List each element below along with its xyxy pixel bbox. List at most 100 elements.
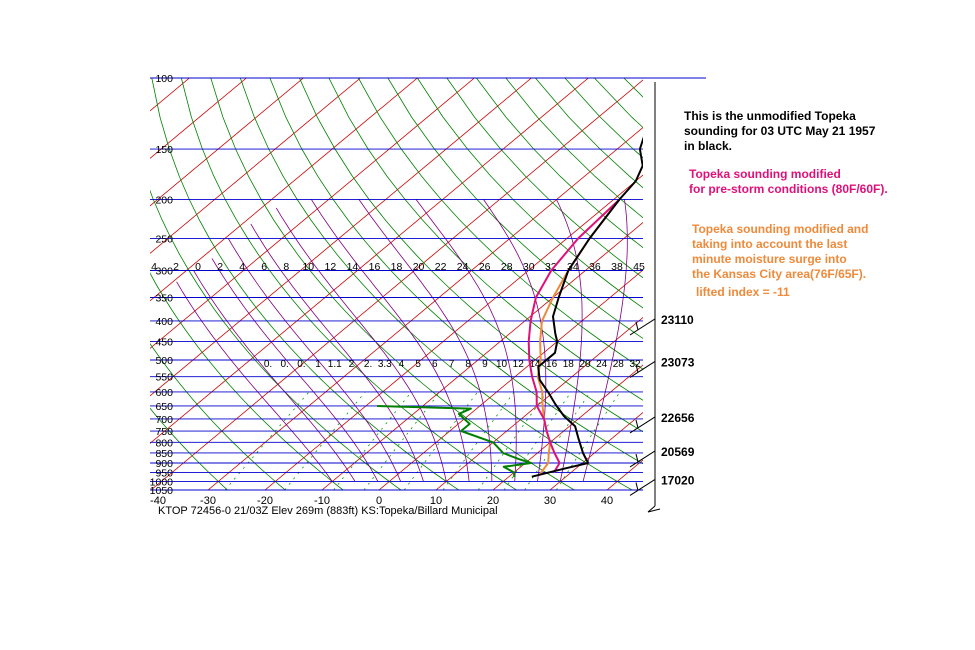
top-scale-label: 26 — [479, 261, 491, 273]
temperature-tick-label: -20 — [257, 495, 273, 507]
temperature-tick-label: 10 — [430, 495, 442, 507]
top-scale-label: 22 — [435, 261, 447, 273]
dry-adiabat-line — [417, 78, 643, 309]
pre-storm-note: Topeka sounding modified for pre-storm c… — [689, 167, 919, 197]
mixing-ratio-label: 14 — [529, 359, 541, 370]
mixing-ratio-label: 3.3 — [378, 359, 392, 370]
wind-barb — [629, 318, 656, 336]
height-label: 23110 — [661, 313, 694, 327]
dry-adiabat-line — [150, 189, 402, 490]
temperature-tick-label: -10 — [314, 495, 330, 507]
mixing-ratio-label: 9 — [482, 359, 488, 370]
mixing-ratio-label: 24 — [596, 359, 608, 370]
dry-adiabat-line — [151, 78, 459, 490]
mixing-ratio-line — [333, 391, 412, 490]
dewpoint-trace — [377, 405, 533, 478]
pre-storm-note-line: Topeka sounding modified — [689, 167, 841, 181]
isotherm-line — [378, 269, 643, 490]
top-scale-label: 2 — [173, 261, 179, 273]
unmodified-note-line: sounding for 03 UTC May 21 1957 — [684, 124, 876, 138]
dry-adiabat-line — [239, 78, 633, 490]
mixing-ratio-label: 2 — [349, 359, 355, 370]
dry-adiabat-line — [358, 78, 643, 370]
isotherm-line — [150, 78, 304, 207]
temperature-tick-label: -40 — [150, 495, 166, 507]
mixing-ratio-label: 16 — [546, 359, 558, 370]
unmodified-note: This is the unmodified Topeka sounding f… — [684, 109, 914, 154]
top-scale-label: 36 — [589, 261, 601, 273]
mixing-ratio-label: 10 — [496, 359, 508, 370]
temperature-tick-label: 20 — [487, 495, 499, 507]
top-scale-label: 2 — [217, 261, 223, 273]
lifted-index-label: lifted index = -11 — [696, 285, 790, 299]
dry-adiabat-line — [328, 78, 643, 401]
station-footer: KTOP 72456-0 21/03Z Elev 269m (883ft) KS… — [158, 505, 498, 517]
mixing-ratio-label: 0. — [297, 359, 305, 370]
wind-barb — [629, 416, 656, 434]
temperature-tick-label: 0 — [376, 495, 382, 507]
top-scale-label: 14 — [347, 261, 359, 273]
mixing-ratio-line — [503, 391, 572, 490]
pressure-label: 900 — [155, 458, 173, 470]
moist-adiabat-line — [227, 238, 402, 482]
isotherm-line — [150, 78, 589, 444]
top-scale-label: 20 — [413, 261, 425, 273]
wind-barb-flag — [635, 482, 639, 491]
pressure-label: 250 — [155, 234, 173, 246]
isotherm-line — [150, 78, 532, 397]
isotherm-line — [264, 174, 643, 490]
pressure-label: 550 — [155, 372, 173, 384]
dry-adiabat-line — [150, 342, 286, 490]
moisture-surge-note-line: taking into account the last — [692, 237, 848, 251]
mixing-ratio-label: 8 — [465, 359, 471, 370]
isotherm-line — [549, 411, 643, 490]
mixing-ratio-label: 2. — [364, 359, 372, 370]
isotherm-line — [150, 79, 643, 490]
isotherm-line — [150, 78, 247, 159]
pressure-label: 600 — [155, 387, 173, 399]
moist-adiabat-line — [275, 207, 447, 482]
pressure-label: 1050 — [150, 485, 174, 497]
pre_storm-trace — [527, 198, 621, 474]
top-scale-label: 32 — [545, 261, 557, 273]
top-scale-label: 8 — [283, 261, 289, 273]
wind-barb-flag — [635, 453, 639, 463]
mixing-ratio-label: 20 — [579, 359, 591, 370]
moist-adiabat-line — [176, 281, 333, 482]
moist-adiabat-line — [250, 223, 424, 482]
mixing-ratio-label: 6 — [432, 359, 438, 370]
pressure-label: 1000 — [150, 476, 174, 488]
dry-adiabat-line — [387, 78, 643, 339]
wind-barb-flag — [635, 364, 639, 373]
unmodified-trace — [531, 136, 643, 478]
pressure-label: 300 — [155, 265, 173, 277]
mixing-ratio-label: 5 — [415, 359, 421, 370]
pressure-label: 950 — [155, 467, 173, 479]
pressure-label: 200 — [155, 194, 173, 206]
top-scale-label: 28 — [501, 261, 513, 273]
pressure-label: 750 — [155, 426, 173, 438]
mixing-ratio-label: 12 — [513, 359, 525, 370]
wind-barb — [629, 361, 656, 378]
top-scale-label: 24 — [457, 261, 469, 273]
temperature-tick-label: 40 — [601, 495, 613, 507]
top-scale-label: 34 — [567, 261, 579, 273]
top-scale-label: 10 — [302, 261, 314, 273]
pressure-label: 400 — [155, 316, 173, 328]
height-label: 20569 — [661, 445, 695, 459]
top-scale-label: 0 — [195, 261, 201, 273]
pressure-label: 350 — [155, 293, 173, 305]
mixing-ratio-line — [477, 391, 548, 490]
dry-adiabat-line — [180, 78, 517, 490]
pressure-label: 100 — [155, 73, 173, 85]
height-label: 23073 — [661, 355, 695, 369]
mixing-ratio-label: 0. — [281, 359, 289, 370]
pressure-label: 450 — [155, 337, 173, 349]
moisture_surge-trace — [536, 198, 621, 476]
mixing-ratio-label: 7 — [449, 359, 455, 370]
unmodified-note-line: in black. — [684, 139, 733, 153]
pressure-label: 800 — [155, 437, 173, 449]
unmodified-note-line: This is the unmodified Topeka — [684, 109, 856, 123]
top-scale-label: 4 — [239, 261, 245, 273]
